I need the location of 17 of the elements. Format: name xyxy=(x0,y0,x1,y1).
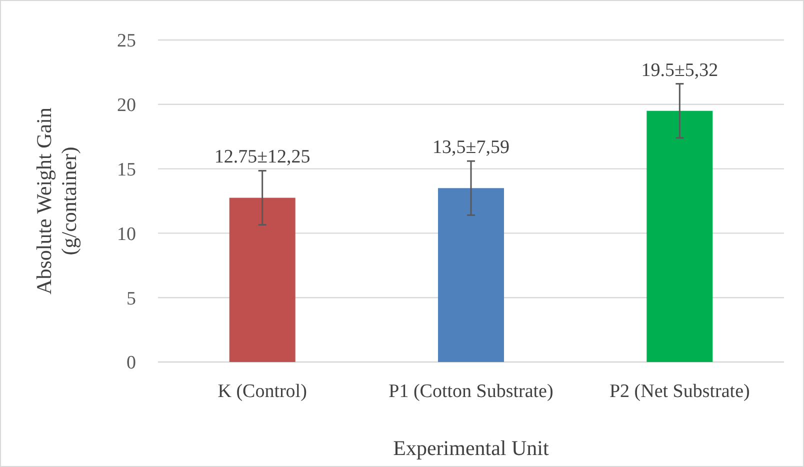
x-tick-label: P2 (Net Substrate) xyxy=(609,381,750,402)
y-tick-label: 25 xyxy=(117,30,136,52)
x-tick-label: P1 (Cotton Substrate) xyxy=(388,381,554,402)
y-tick-label: 15 xyxy=(117,159,136,180)
x-tick-label: K (Control) xyxy=(218,381,307,402)
y-tick-label: 0 xyxy=(126,352,136,374)
bar xyxy=(646,110,713,362)
y-axis-title: Absolute Weight Gain (g/container) xyxy=(32,107,81,294)
y-tick-label: 10 xyxy=(117,224,136,245)
data-label: 13,5±7,59 xyxy=(432,137,510,158)
bar xyxy=(229,198,296,362)
data-label: 12.75±12,25 xyxy=(214,146,310,168)
y-tick-label: 20 xyxy=(117,95,136,116)
x-axis-title: Experimental Unit xyxy=(393,436,550,460)
data-label: 19.5±5,32 xyxy=(641,60,718,81)
bar xyxy=(438,188,504,362)
y-tick-label: 5 xyxy=(126,288,136,310)
